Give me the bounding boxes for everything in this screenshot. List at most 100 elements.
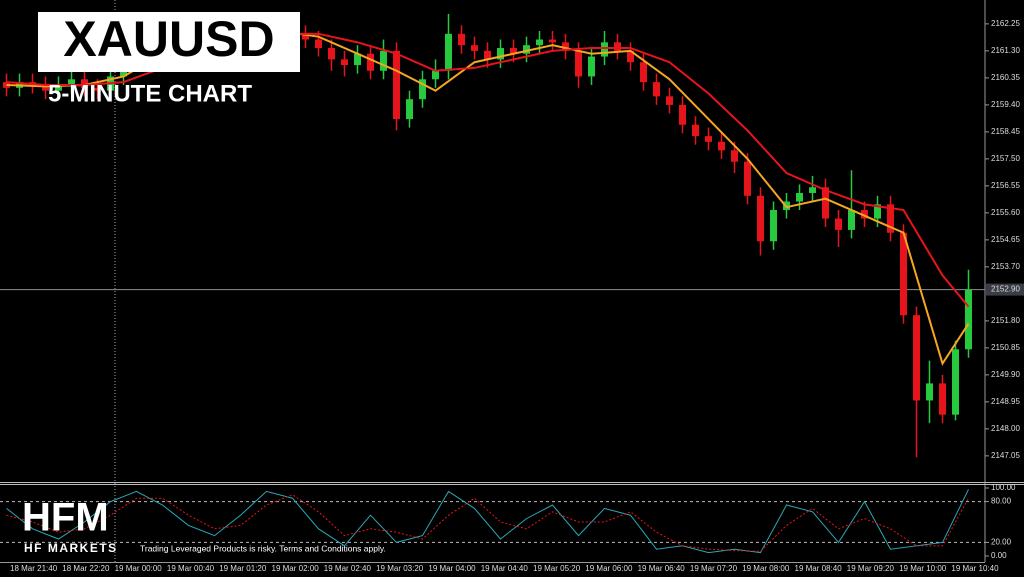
- candle-body: [536, 39, 543, 46]
- y-tick-label: 2147.05: [991, 451, 1020, 460]
- disclaimer: Trading Leveraged Products is risky. Ter…: [140, 543, 386, 553]
- y-tick-label: 2158.45: [991, 127, 1020, 136]
- x-tick-label: 19 Mar 00:00: [115, 564, 163, 573]
- candle-body: [588, 56, 595, 77]
- candle-body: [848, 210, 855, 230]
- y-tick-label: 2153.70: [991, 262, 1020, 271]
- y-tick-label: 2157.50: [991, 154, 1020, 163]
- candle-body: [835, 218, 842, 230]
- candle-body: [887, 204, 894, 233]
- x-tick-label: 19 Mar 10:40: [951, 564, 999, 573]
- chart-title: XAUUSD: [63, 11, 274, 67]
- candle-body: [562, 42, 569, 51]
- y-tick-label: 2156.55: [991, 181, 1020, 190]
- candle-body: [679, 104, 686, 125]
- y-tick-label: 2148.95: [991, 397, 1020, 406]
- candle-body: [575, 50, 582, 77]
- candle-body: [666, 96, 673, 105]
- candle-body: [367, 53, 374, 71]
- y-tick-label: 2149.90: [991, 370, 1020, 379]
- title-box: [38, 12, 300, 72]
- x-tick-label: 19 Mar 06:00: [585, 564, 633, 573]
- candle-body: [55, 84, 62, 91]
- candle-body: [822, 187, 829, 219]
- x-tick-label: 19 Mar 05:20: [533, 564, 581, 573]
- x-tick-label: 19 Mar 10:00: [899, 564, 947, 573]
- candle-body: [965, 289, 972, 350]
- candle-body: [614, 42, 621, 51]
- y-tick-label: 2150.85: [991, 343, 1020, 352]
- candle-body: [900, 232, 907, 316]
- indicator-line: [6, 494, 969, 552]
- candle-body: [510, 48, 517, 54]
- candle-body: [406, 99, 413, 120]
- chart-subtitle: 5-MINUTE CHART: [48, 80, 252, 107]
- x-tick-label: 19 Mar 06:40: [638, 564, 686, 573]
- y-tick-label: 2159.40: [991, 100, 1020, 109]
- candle-body: [419, 79, 426, 100]
- x-tick-label: 18 Mar 22:20: [62, 564, 110, 573]
- candle-body: [549, 39, 556, 43]
- price-label-bg: [986, 283, 1024, 296]
- candle-body: [653, 82, 660, 97]
- candle-body: [913, 315, 920, 401]
- candle-body: [94, 87, 101, 91]
- candle-body: [81, 79, 88, 88]
- candle-body: [770, 210, 777, 242]
- candle-body: [523, 45, 530, 54]
- x-tick-label: 19 Mar 07:20: [690, 564, 738, 573]
- candle-body: [458, 33, 465, 46]
- candle-body: [601, 42, 608, 57]
- candle-body: [640, 62, 647, 83]
- candle-body: [328, 48, 335, 60]
- y-tick-label: 80.00: [991, 497, 1012, 506]
- candle-body: [731, 150, 738, 162]
- candle-body: [380, 50, 387, 71]
- x-tick-label: 19 Mar 02:00: [272, 564, 320, 573]
- candle-body: [393, 50, 400, 120]
- x-tick-label: 19 Mar 09:20: [847, 564, 895, 573]
- plot-area: 2162.25 2161.30 2160.35 2159.40 2158.45 2157.…: [0, 13, 1024, 573]
- y-tick-label: 20.00: [991, 538, 1012, 547]
- x-tick-label: 19 Mar 01:20: [219, 564, 267, 573]
- x-tick-label: 19 Mar 08:40: [795, 564, 843, 573]
- candle-body: [718, 141, 725, 151]
- brand-name: HF MARKETS: [24, 541, 118, 555]
- y-tick-label: 100.00: [991, 483, 1016, 492]
- candle-body: [432, 70, 439, 80]
- x-tick-label: 19 Mar 04:40: [481, 564, 529, 573]
- candle-body: [874, 204, 881, 219]
- candle-body: [926, 383, 933, 401]
- candle-body: [315, 39, 322, 49]
- candle-body: [861, 210, 868, 219]
- y-tick-label: 2162.25: [991, 19, 1020, 28]
- candle-body: [484, 50, 491, 60]
- candle-body: [445, 33, 452, 71]
- candle-body: [341, 59, 348, 66]
- candle-body: [939, 383, 946, 415]
- x-tick-label: 19 Mar 03:20: [376, 564, 424, 573]
- candle-body: [627, 50, 634, 63]
- candle-body: [497, 48, 504, 60]
- x-tick-label: 19 Mar 00:40: [167, 564, 215, 573]
- y-tick-label: 2151.80: [991, 316, 1020, 325]
- x-tick-label: 19 Mar 08:00: [742, 564, 790, 573]
- indicator-line: [6, 489, 969, 554]
- y-tick-label: 2161.30: [991, 46, 1020, 55]
- candle-body: [692, 124, 699, 137]
- x-tick-label: 19 Mar 02:40: [324, 564, 372, 573]
- y-tick-label: 0.00: [991, 551, 1007, 560]
- candle-body: [471, 45, 478, 51]
- y-tick-label: 2160.35: [991, 73, 1020, 82]
- candle-body: [796, 192, 803, 202]
- x-tick-label: 18 Mar 21:40: [10, 564, 58, 573]
- y-tick-label: 2154.65: [991, 235, 1020, 244]
- candle-body: [302, 33, 309, 40]
- candle-body: [809, 187, 816, 193]
- y-tick-label: 2148.00: [991, 424, 1020, 433]
- candle-body: [757, 195, 764, 242]
- candle-body: [68, 79, 75, 85]
- candle-body: [42, 84, 49, 91]
